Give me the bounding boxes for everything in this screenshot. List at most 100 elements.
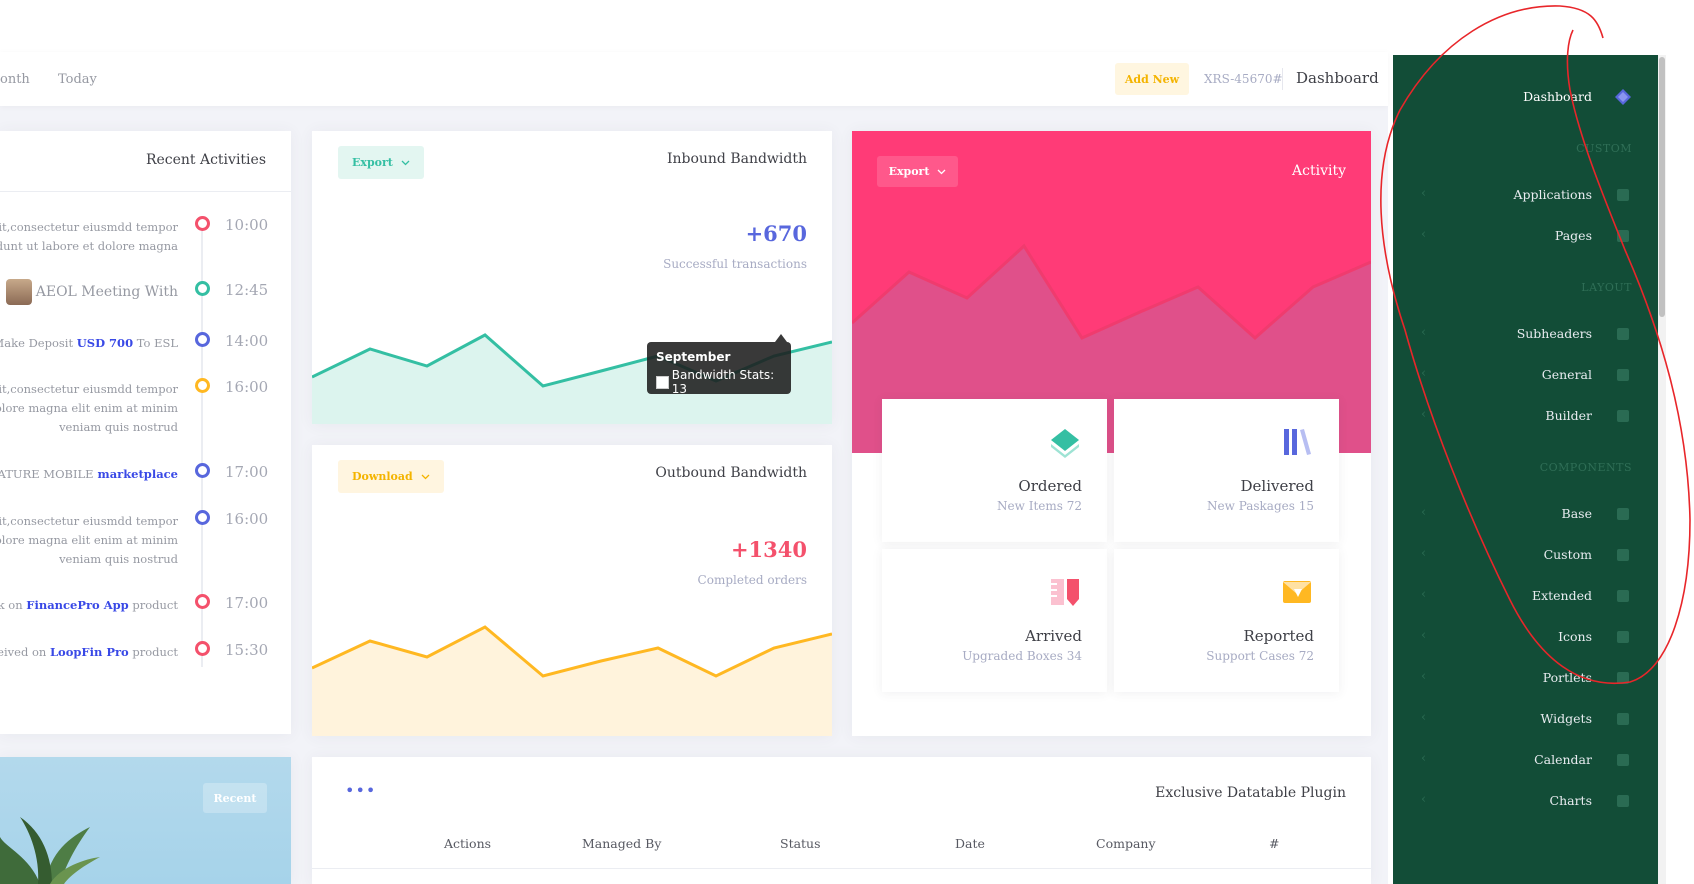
timeline-link[interactable]: USD 700 bbox=[76, 336, 134, 350]
timeline-item-text: dback on FinancePro App product bbox=[0, 596, 178, 615]
sidebar-item-label: Portlets bbox=[1542, 670, 1592, 685]
timeline-text-line: IGNATURE MOBILE marketplace bbox=[0, 465, 178, 484]
activity-export-button[interactable]: Export bbox=[877, 156, 958, 187]
timeline-line bbox=[201, 227, 203, 667]
chart-icon bbox=[1617, 795, 1629, 807]
toggle-icon bbox=[1617, 369, 1629, 381]
chevron-left-icon: ‹ bbox=[1421, 227, 1427, 242]
stat-delivered[interactable]: Delivered New Paskages 15 bbox=[1114, 399, 1339, 542]
avatar bbox=[6, 279, 32, 305]
sidebar-item-builder[interactable]: ‹ Builder bbox=[1393, 396, 1658, 436]
stat-title: Arrived bbox=[1025, 627, 1082, 645]
sidebar-item-widgets[interactable]: ‹ Widgets bbox=[1393, 699, 1658, 739]
chevron-left-icon: ‹ bbox=[1421, 366, 1427, 381]
sidebar-item-pages[interactable]: ‹ Pages bbox=[1393, 216, 1658, 256]
stat-title: Delivered bbox=[1240, 477, 1315, 495]
timeline-link[interactable]: marketplace bbox=[93, 467, 178, 481]
timeline-dot bbox=[195, 594, 210, 609]
recent-activities-title: Recent Activities bbox=[145, 152, 266, 168]
sidebar-section-layout: LAYOUT bbox=[1581, 281, 1632, 294]
timeline-text-line: Make Deposit USD 700 To ESL bbox=[0, 334, 178, 353]
timeline-text-line: et dolore magna elit enim at minim bbox=[0, 533, 178, 547]
sidebar-item-applications[interactable]: ‹ Applications bbox=[1393, 175, 1658, 215]
timeline-dot bbox=[195, 378, 210, 393]
chevron-down-icon bbox=[937, 169, 946, 174]
sidebar-item-label: Calendar bbox=[1534, 752, 1592, 767]
sidebar-section-components: COMPONENTS bbox=[1539, 461, 1632, 474]
sidebar-item-dashboard[interactable]: Dashboard bbox=[1393, 77, 1658, 117]
sidebar-item-portlets[interactable]: ‹ Portlets bbox=[1393, 658, 1658, 698]
plant-image bbox=[0, 817, 100, 884]
sidebar-item-subheaders[interactable]: ‹ Subheaders bbox=[1393, 314, 1658, 354]
sidebar-item-label: Extended bbox=[1531, 588, 1592, 603]
sidebar-item-calendar[interactable]: ‹ Calendar bbox=[1393, 740, 1658, 780]
activity-export-label: Export bbox=[888, 165, 930, 178]
pages-icon bbox=[1617, 230, 1629, 242]
chevron-left-icon: ‹ bbox=[1421, 751, 1427, 766]
chevron-left-icon: ‹ bbox=[1421, 505, 1427, 520]
chart-tooltip: September Bandwidth Stats: 13 bbox=[647, 342, 791, 396]
sidebar-item-general[interactable]: ‹ General bbox=[1393, 355, 1658, 395]
subheader-link-today[interactable]: Today bbox=[58, 72, 97, 87]
inbound-export-label: Export bbox=[352, 156, 393, 169]
sidebar-item-label: Pages bbox=[1554, 228, 1592, 243]
timeline-link[interactable]: FinancePro App bbox=[26, 598, 129, 612]
sidebar-item-label: Builder bbox=[1545, 408, 1592, 423]
outbound-download-button[interactable]: Download bbox=[338, 460, 444, 493]
outbound-chart bbox=[312, 625, 832, 736]
timeline-text-line: AEOL Meeting With bbox=[35, 284, 178, 300]
timeline-link[interactable]: LoopFin Pro bbox=[49, 645, 129, 659]
tooltip-pointer bbox=[775, 334, 787, 342]
column-header-id[interactable]: # bbox=[1269, 836, 1280, 851]
sidebar-item-extended[interactable]: ‹ Extended bbox=[1393, 576, 1658, 616]
timeline-item-text: IGNATURE MOBILE marketplace bbox=[0, 465, 178, 484]
icons-icon bbox=[1617, 631, 1629, 643]
table-header-divider bbox=[312, 868, 1371, 869]
outbound-title: Outbound Bandwidth bbox=[655, 465, 807, 481]
chevron-down-icon bbox=[401, 160, 410, 165]
timeline-dot bbox=[195, 281, 210, 296]
sidebar-item-custom[interactable]: ‹ Custom bbox=[1393, 535, 1658, 575]
timeline-text-part: IGNATURE MOBILE bbox=[0, 467, 94, 481]
sidebar-item-icons[interactable]: ‹ Icons bbox=[1393, 617, 1658, 657]
stat-ordered[interactable]: Ordered New Items 72 bbox=[882, 399, 1107, 542]
sidebar-item-base[interactable]: ‹ Base bbox=[1393, 494, 1658, 534]
sidebar-item-label: General bbox=[1541, 367, 1592, 382]
timeline-item-text: amit,consectetur eiusmdd tempor et dolore… bbox=[0, 380, 178, 437]
inbound-export-button[interactable]: Export bbox=[338, 146, 424, 179]
stat-subtitle: Support Cases 72 bbox=[1206, 649, 1314, 663]
sidebar-item-charts[interactable]: ‹ Charts bbox=[1393, 781, 1658, 821]
diamond-icon bbox=[1615, 89, 1631, 105]
add-new-button[interactable]: Add New bbox=[1115, 63, 1189, 95]
recent-button[interactable]: Recent bbox=[203, 783, 267, 813]
timeline-text-part: To ESL bbox=[133, 336, 178, 350]
timeline-dot bbox=[195, 332, 210, 347]
stat-title: Ordered bbox=[1018, 477, 1082, 495]
activity-card: Export Activity Ordered New Items 72 Del… bbox=[852, 131, 1371, 736]
column-header-actions[interactable]: Actions bbox=[444, 836, 492, 851]
column-header-company[interactable]: Company bbox=[1096, 836, 1156, 851]
column-header-status[interactable]: Status bbox=[780, 836, 821, 851]
stat-arrived[interactable]: Arrived Upgraded Boxes 34 bbox=[882, 549, 1107, 692]
timeline-time: 14:00 bbox=[225, 332, 269, 350]
subheader-divider bbox=[1282, 68, 1283, 90]
outbound-chart-line bbox=[312, 625, 832, 678]
sidebar-item-label: Widgets bbox=[1540, 711, 1592, 726]
layers-icon bbox=[1051, 429, 1079, 458]
more-icon[interactable]: ••• bbox=[345, 781, 377, 800]
timeline-text-line: veniam quis nostrud bbox=[59, 420, 178, 434]
scrollbar-thumb[interactable] bbox=[1659, 57, 1665, 317]
app-icon bbox=[1617, 189, 1629, 201]
subheaders-icon bbox=[1617, 328, 1629, 340]
timeline-text-line: et dolore magna elit enim at minim bbox=[0, 401, 178, 415]
subheader-link-month[interactable]: onth bbox=[0, 72, 30, 87]
outbound-download-label: Download bbox=[352, 470, 413, 483]
timeline-item-text: Make Deposit USD 700 To ESL bbox=[0, 334, 178, 353]
sidebar-item-label: Dashboard bbox=[1523, 89, 1592, 104]
column-header-date[interactable]: Date bbox=[955, 836, 985, 851]
order-code: XRS-45670# bbox=[1204, 72, 1283, 86]
cube-icon bbox=[1617, 508, 1629, 520]
column-header-managed-by[interactable]: Managed By bbox=[582, 836, 662, 851]
stat-reported[interactable]: Reported Support Cases 72 bbox=[1114, 549, 1339, 692]
widgets-icon bbox=[1617, 713, 1629, 725]
